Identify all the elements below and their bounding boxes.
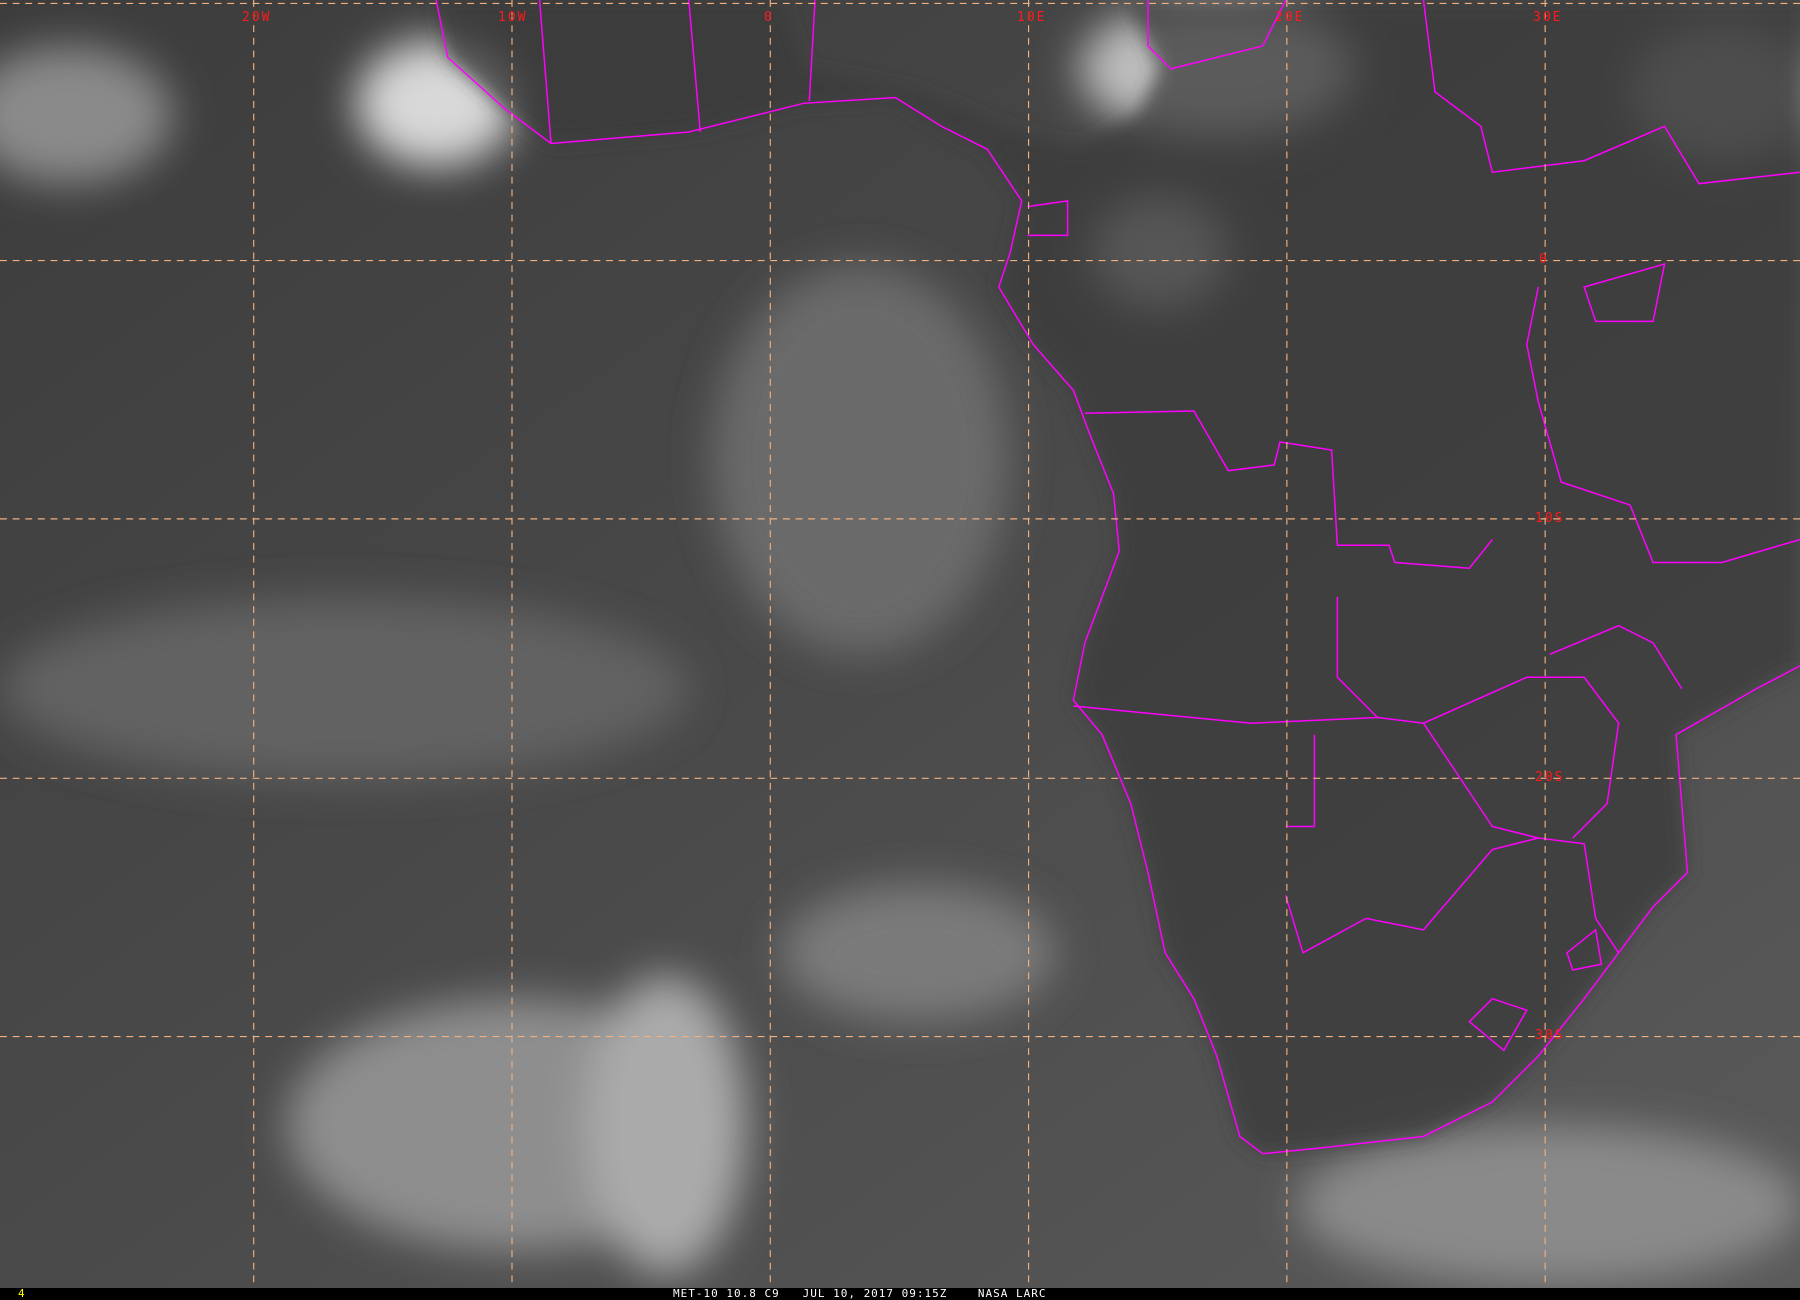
latitude-label: 20S (1535, 770, 1565, 785)
longitude-label: 30E (1533, 10, 1563, 25)
caption-bar: 4 MET-10 10.8 C9 JUL 10, 2017 09:15Z NAS… (0, 1288, 1800, 1300)
africa-landmass (436, 0, 1800, 1154)
longitude-label: 0 (764, 10, 774, 25)
longitude-label: 20W (242, 10, 272, 25)
latitude-label: 0 (1539, 252, 1549, 267)
longitude-label: 10W (498, 10, 528, 25)
latitude-label: 30S (1535, 1028, 1565, 1043)
coastlines-and-borders (435, 0, 1800, 1155)
latitude-label: 10S (1535, 511, 1565, 526)
image-caption: MET-10 10.8 C9 JUL 10, 2017 09:15Z NASA … (673, 1287, 1047, 1300)
longitude-label: 10E (1017, 10, 1047, 25)
frame-number: 4 (18, 1287, 25, 1300)
longitude-label: 20E (1275, 10, 1305, 25)
